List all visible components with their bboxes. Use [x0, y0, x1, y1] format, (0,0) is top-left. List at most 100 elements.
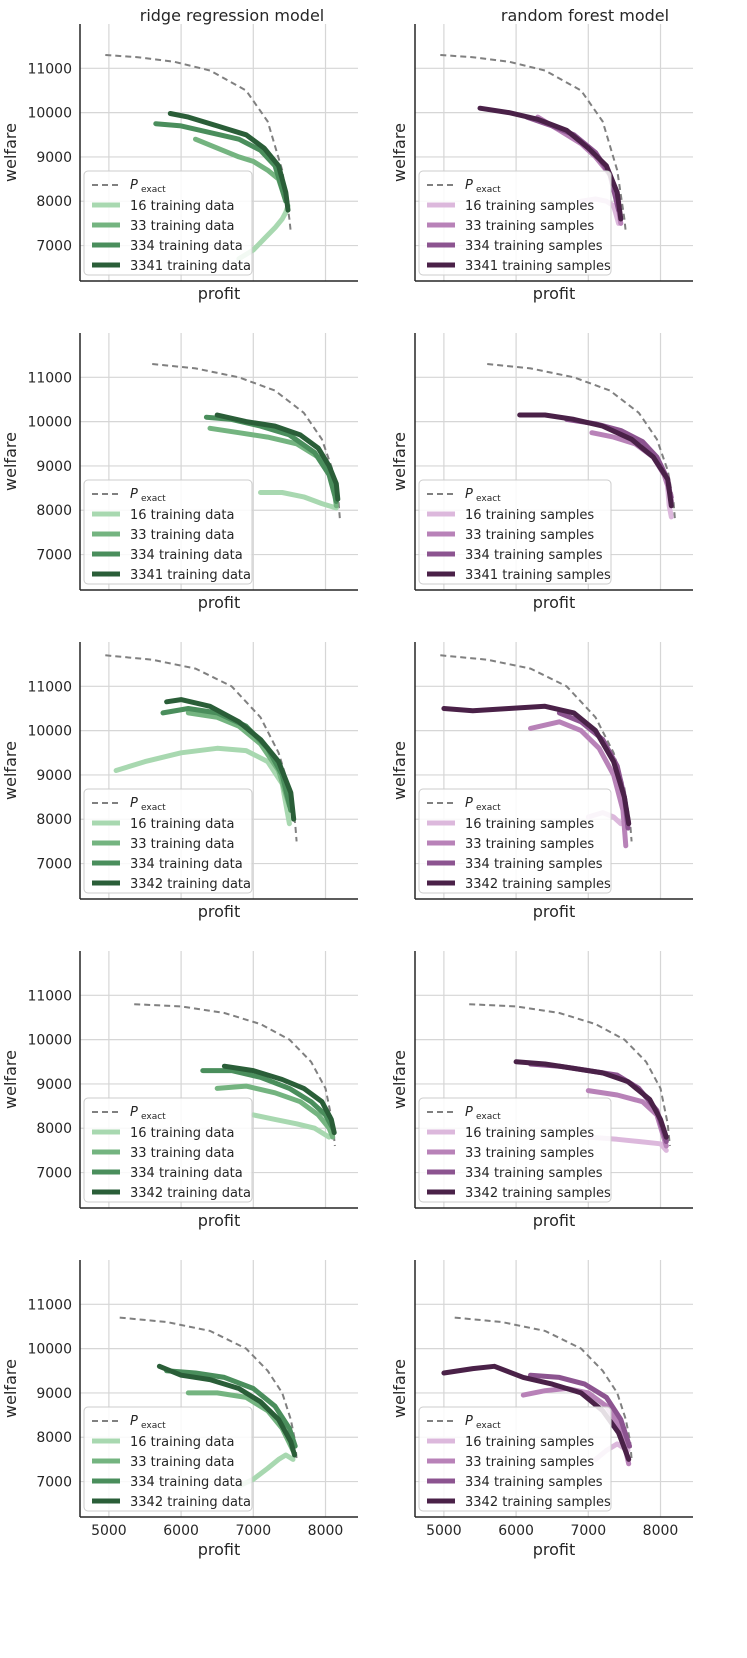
legend-label-3: 334 training data	[130, 1475, 243, 1490]
series-line-3	[528, 1372, 632, 1449]
exact-front-line	[440, 54, 627, 233]
x-tick-label: 5000	[91, 1523, 127, 1539]
legend-exact-label: P	[130, 487, 138, 502]
legend-exact-label: P	[130, 1414, 138, 1429]
legend-exact-label: P	[465, 178, 473, 193]
series-line-3	[153, 121, 289, 204]
y-tick-label: 7000	[36, 239, 72, 255]
legend-label-1: 16 training data	[130, 508, 234, 523]
legend-exact-subscript: exact	[141, 1112, 166, 1122]
y-tick-label: 10000	[27, 1033, 72, 1049]
legend-label-4: 3341 training samples	[465, 568, 611, 583]
y-tick-label: 10000	[27, 106, 72, 122]
series-line-2	[214, 1083, 336, 1140]
legend-label-3: 334 training samples	[465, 1475, 603, 1490]
x-axis-label: profit	[533, 902, 576, 921]
legend-exact-label: P	[465, 1414, 473, 1429]
column-title-forest: random forest model	[501, 6, 669, 25]
legend-label-4: 3341 training data	[130, 259, 251, 274]
legend-label-4: 3342 training data	[130, 1186, 251, 1201]
y-tick-label: 7000	[36, 1475, 72, 1491]
x-tick-label: 8000	[308, 1523, 344, 1539]
legend-label-3: 334 training samples	[465, 857, 603, 872]
series-line-2	[520, 1386, 632, 1467]
x-axis-label: profit	[198, 1540, 241, 1559]
y-tick-label: 8000	[36, 1430, 72, 1446]
legend-exact-label: P	[465, 487, 473, 502]
y-tick-label: 10000	[27, 724, 72, 740]
series-line-3	[200, 1068, 336, 1131]
series-line-4	[513, 1059, 669, 1140]
y-axis-label: welfare	[1, 123, 20, 182]
panel-row4-forest: profit welfare P exact 16 training samples 33…	[390, 951, 693, 1230]
series-line-4	[517, 412, 674, 509]
series-line-4	[214, 412, 341, 502]
legend-label-3: 334 training samples	[465, 548, 603, 563]
x-axis-label: profit	[533, 284, 576, 303]
series-line-4	[167, 111, 291, 213]
y-tick-label: 11000	[27, 988, 72, 1004]
column-title-ridge: ridge regression model	[140, 6, 325, 25]
series-line-1	[258, 490, 339, 511]
legend-box	[418, 479, 612, 585]
legend-label-4: 3342 training samples	[465, 1186, 611, 1201]
panel-row3-ridge: 7000 8000 9000 10000 11000 profit welfare P exac…	[1, 642, 358, 921]
y-axis-label: welfare	[390, 432, 409, 491]
legend-label-3: 334 training data	[130, 857, 243, 872]
x-tick-label: 7000	[235, 1523, 271, 1539]
legend-box	[418, 170, 612, 276]
legend-exact-subscript: exact	[476, 494, 501, 504]
legend-label-1: 16 training samples	[465, 1126, 594, 1141]
legend-label-1: 16 training samples	[465, 817, 594, 832]
x-tick-label: 6000	[163, 1523, 199, 1539]
x-tick-label: 7000	[570, 1523, 606, 1539]
y-tick-label: 8000	[36, 812, 72, 828]
y-tick-label: 11000	[27, 370, 72, 386]
legend-label-2: 33 training samples	[465, 528, 594, 543]
series-line-4	[221, 1063, 337, 1136]
panel-row2-ridge: 7000 8000 9000 10000 11000 profit welfare P exac…	[1, 333, 358, 612]
y-axis-label: welfare	[390, 741, 409, 800]
exact-front-line	[487, 363, 676, 520]
legend-exact-label: P	[130, 178, 138, 193]
y-tick-label: 7000	[36, 857, 72, 873]
x-axis-label: profit	[198, 284, 241, 303]
legend-box	[83, 788, 253, 894]
legend-label-2: 33 training samples	[465, 837, 594, 852]
legend-label-2: 33 training data	[130, 528, 234, 543]
legend-exact-subscript: exact	[476, 803, 501, 813]
x-axis-label: profit	[533, 593, 576, 612]
x-axis-label: profit	[198, 593, 241, 612]
legend-label-1: 16 training samples	[465, 199, 594, 214]
series-line-1	[250, 1112, 332, 1140]
legend-label-2: 33 training data	[130, 837, 234, 852]
legend-label-3: 334 training data	[130, 239, 243, 254]
exact-front-line	[469, 1003, 671, 1147]
legend-box	[418, 788, 612, 894]
y-tick-label: 8000	[36, 503, 72, 519]
y-tick-label: 11000	[27, 679, 72, 695]
series-line-2	[528, 719, 629, 849]
y-axis-label: welfare	[390, 1050, 409, 1109]
panel-row3-forest: profit welfare P exact 16 training samples 33…	[390, 642, 693, 921]
panel-row5-forest: 5000 6000 7000 8000 profit welfare P exact 16 tr…	[390, 1260, 693, 1559]
legend-label-4: 3341 training data	[130, 568, 251, 583]
series-line-4	[156, 1363, 297, 1458]
legend-label-2: 33 training samples	[465, 1455, 594, 1470]
legend-exact-subscript: exact	[476, 1421, 501, 1431]
series-line-1	[236, 203, 291, 262]
legend-label-2: 33 training data	[130, 1455, 234, 1470]
legend-label-1: 16 training data	[130, 817, 234, 832]
legend-exact-label: P	[465, 796, 473, 811]
y-tick-label: 8000	[36, 1121, 72, 1137]
y-tick-label: 9000	[36, 1386, 72, 1402]
panel-row2-forest: profit welfare P exact 16 training samples 33…	[390, 333, 693, 612]
x-tick-label: 5000	[426, 1523, 462, 1539]
exact-front-line	[454, 1316, 633, 1460]
series-line-4	[477, 105, 624, 222]
